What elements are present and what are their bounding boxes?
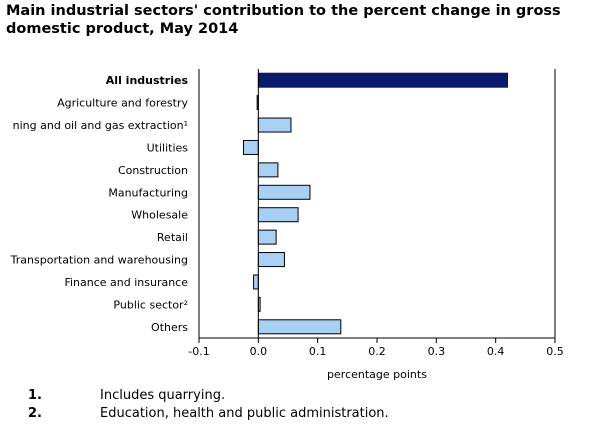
x-tick-label: -0.1 — [188, 345, 209, 358]
category-label: Construction — [118, 164, 188, 177]
bar — [257, 117, 292, 133]
category-label: ning and oil and gas extraction¹ — [13, 119, 188, 132]
footnote-2: 2. Education, health and public administ… — [0, 406, 590, 424]
category-label: Finance and insurance — [64, 276, 188, 289]
footnote-text: Education, health and public administrat… — [100, 406, 389, 421]
bars-layer — [243, 72, 509, 335]
category-label: Wholesale — [131, 209, 188, 222]
x-tick-label: 0.5 — [546, 345, 564, 358]
footnote-1: 1. Includes quarrying. — [0, 388, 590, 406]
category-label: All industries — [106, 74, 189, 87]
bar-chart: -0.1 0.0 0.1 0.2 0.3 0.4 0.5 All industries Agr… — [10, 69, 564, 381]
bar — [257, 229, 277, 245]
category-label: Transportation and warehousing — [10, 254, 188, 267]
category-label: Utilities — [147, 141, 189, 154]
category-label: Others — [151, 321, 188, 334]
footnote-text: Includes quarrying. — [100, 388, 226, 403]
bar — [257, 319, 342, 335]
bar — [257, 72, 509, 88]
category-label: Manufacturing — [108, 186, 188, 199]
axis-layer: -0.1 0.0 0.1 0.2 0.3 0.4 0.5 — [188, 69, 564, 358]
x-tick-label: 0.4 — [487, 345, 505, 358]
x-tick-label: 0.1 — [309, 345, 327, 358]
x-tick-label: 0.0 — [250, 345, 268, 358]
x-axis-label: percentage points — [327, 368, 427, 381]
category-label: Agriculture and forestry — [57, 97, 188, 110]
x-tick-label: 0.2 — [368, 345, 386, 358]
chart-title: Main industrial sectors' contribution to… — [6, 3, 561, 37]
bar — [257, 162, 279, 178]
bar — [253, 274, 259, 290]
footnote-number: 1. — [28, 388, 42, 403]
bar — [257, 252, 285, 268]
bar — [257, 207, 299, 223]
category-labels: All industries Agriculture and forestry ni… — [10, 74, 189, 334]
bar — [243, 139, 259, 155]
category-label: Public sector² — [113, 298, 188, 311]
category-label: Retail — [157, 231, 188, 244]
x-tick-label: 0.3 — [428, 345, 446, 358]
bar — [257, 184, 311, 200]
footnote-number: 2. — [28, 406, 42, 421]
